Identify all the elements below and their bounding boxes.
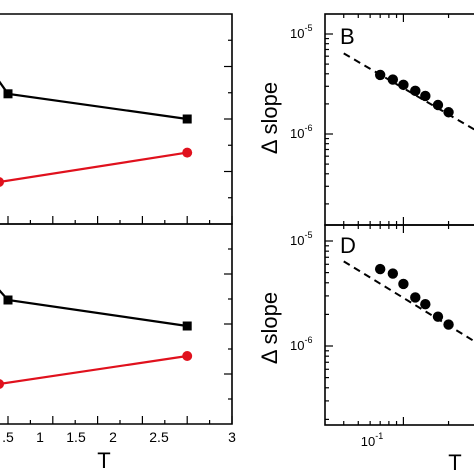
data-point [182, 351, 193, 361]
data-point [410, 85, 421, 97]
data-point [182, 114, 192, 124]
data-point [3, 89, 13, 99]
data-point [420, 299, 431, 310]
fit-line [343, 52, 474, 131]
series-line [0, 289, 188, 328]
panel-label-d: D [340, 233, 356, 258]
y-axis-title: Δ slope [257, 292, 282, 364]
series-line [0, 354, 188, 385]
fit-line [343, 260, 474, 343]
data-point [420, 90, 431, 102]
x-axis-title: T [97, 448, 110, 473]
data-point [374, 263, 386, 275]
y-tick-label: 10-5 [290, 23, 312, 41]
data-point [432, 311, 444, 322]
data-point [182, 321, 192, 331]
y-axis-title: Δ slope [257, 82, 282, 154]
panel-bottom-right: D 10-5 10-6 10-1 Δ slope T [257, 224, 474, 474]
panel-top-right: B 10-5 10-6 Δ slope [257, 13, 474, 226]
data-point [3, 295, 13, 305]
series-line [0, 151, 188, 183]
y-tick-label: 10-6 [290, 335, 312, 353]
panel-top-left [0, 13, 233, 225]
data-point [398, 79, 409, 91]
data-point [432, 99, 444, 111]
x-tick-label: 1.5 [66, 429, 86, 445]
x-tick-label: .5 [2, 429, 14, 445]
data-point [0, 379, 5, 389]
x-tick-label: 2 [109, 429, 117, 445]
panel-label-b: B [340, 24, 355, 49]
data-point [387, 268, 399, 279]
data-point [182, 147, 193, 158]
x-tick-label: 3 [228, 429, 236, 445]
data-point [410, 292, 421, 303]
data-point [398, 278, 409, 290]
x-tick-label: 1 [36, 429, 44, 445]
y-tick-label: 10-6 [290, 123, 312, 141]
y-tick-label: 10-5 [290, 230, 312, 248]
data-point [387, 74, 399, 85]
series-line [0, 80, 188, 121]
x-tick-label: 2.5 [149, 429, 169, 445]
panel-bottom-left: .5 1 1.5 2 2.5 3 T [0, 223, 236, 473]
x-axis-title: T [448, 450, 461, 474]
x-tick-label: 10-1 [361, 431, 383, 449]
data-point [0, 177, 5, 187]
